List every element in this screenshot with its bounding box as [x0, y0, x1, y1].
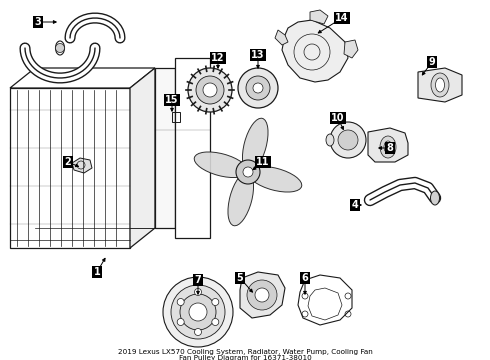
Polygon shape: [240, 272, 285, 318]
Text: 9: 9: [429, 57, 436, 67]
Circle shape: [243, 167, 253, 177]
Text: 14: 14: [335, 13, 349, 23]
Circle shape: [247, 280, 277, 310]
Polygon shape: [72, 158, 92, 173]
Text: 5: 5: [237, 273, 244, 283]
Ellipse shape: [194, 152, 247, 177]
Circle shape: [203, 83, 217, 97]
Polygon shape: [368, 128, 408, 162]
Circle shape: [246, 76, 270, 100]
Circle shape: [212, 298, 219, 306]
Text: Fan Pulley Diagram for 16371-38010: Fan Pulley Diagram for 16371-38010: [179, 355, 311, 360]
Text: 1: 1: [94, 267, 100, 277]
Ellipse shape: [436, 78, 444, 92]
Polygon shape: [344, 40, 358, 58]
Circle shape: [171, 285, 225, 339]
Text: 11: 11: [256, 157, 270, 167]
Circle shape: [189, 303, 207, 321]
Text: 7: 7: [195, 275, 201, 285]
Ellipse shape: [431, 73, 449, 97]
Text: 2: 2: [65, 157, 72, 167]
Ellipse shape: [431, 191, 440, 205]
Text: 4: 4: [352, 200, 358, 210]
Ellipse shape: [248, 166, 302, 192]
Text: 2019 Lexus LX570 Cooling System, Radiator, Water Pump, Cooling Fan: 2019 Lexus LX570 Cooling System, Radiato…: [118, 349, 372, 355]
Ellipse shape: [243, 118, 268, 172]
Text: 15: 15: [165, 95, 179, 105]
Polygon shape: [175, 58, 210, 238]
Polygon shape: [130, 68, 155, 248]
Circle shape: [180, 294, 216, 330]
Circle shape: [177, 298, 184, 306]
Circle shape: [195, 328, 201, 336]
Circle shape: [253, 83, 263, 93]
Ellipse shape: [228, 172, 253, 226]
Circle shape: [55, 44, 65, 53]
Text: 13: 13: [251, 50, 265, 60]
Polygon shape: [310, 10, 328, 24]
Circle shape: [195, 288, 201, 296]
Polygon shape: [10, 68, 155, 88]
Circle shape: [255, 288, 269, 302]
Text: 12: 12: [211, 53, 225, 63]
Circle shape: [188, 68, 232, 112]
Ellipse shape: [384, 141, 392, 153]
Polygon shape: [282, 20, 348, 82]
Text: 10: 10: [331, 113, 345, 123]
Circle shape: [236, 160, 260, 184]
Circle shape: [196, 76, 224, 104]
Polygon shape: [155, 68, 175, 228]
Circle shape: [238, 68, 278, 108]
Circle shape: [338, 130, 358, 150]
Polygon shape: [418, 68, 462, 102]
Text: 6: 6: [302, 273, 308, 283]
Ellipse shape: [380, 136, 396, 158]
Circle shape: [330, 122, 366, 158]
Circle shape: [163, 277, 233, 347]
Text: 8: 8: [387, 143, 393, 153]
Ellipse shape: [55, 41, 65, 55]
Circle shape: [177, 319, 184, 325]
Ellipse shape: [326, 134, 334, 146]
Circle shape: [212, 319, 219, 325]
Polygon shape: [275, 30, 288, 45]
Text: 3: 3: [35, 17, 41, 27]
